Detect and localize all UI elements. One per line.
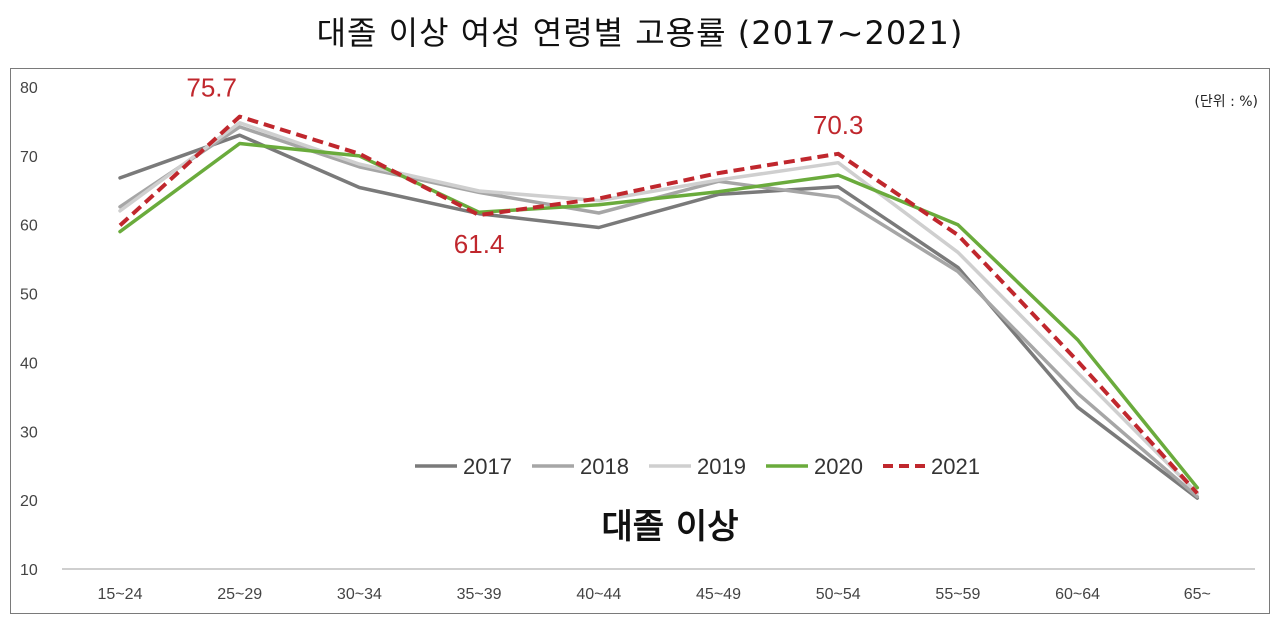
x-tick-label: 60~64 [1055, 586, 1100, 603]
data-label: 61.4 [454, 229, 505, 259]
series-line-2017 [118, 133, 1200, 500]
y-tick-label: 20 [20, 493, 38, 510]
x-tick-label: 50~54 [816, 586, 861, 603]
y-tick-label: 40 [20, 355, 38, 372]
y-axis: 10 20 30 40 50 60 70 80 [20, 80, 38, 579]
series-line-2021 [118, 114, 1199, 495]
legend: 2017 2018 2019 2020 2021 [415, 454, 980, 479]
x-tick-label: 65~ [1184, 586, 1211, 603]
series-line-2018 [118, 125, 1200, 499]
series-line-2019 [118, 121, 1200, 496]
x-tick-label: 55~59 [935, 586, 980, 603]
legend-label-2018: 2018 [580, 454, 629, 479]
y-tick-label: 80 [20, 80, 38, 97]
x-tick-label: 40~44 [576, 586, 621, 603]
y-tick-label: 10 [20, 562, 38, 579]
chart-frame [10, 68, 1270, 614]
x-tick-label: 45~49 [696, 586, 741, 603]
x-tick-label: 25~29 [217, 586, 262, 603]
series-line-2020 [118, 141, 1200, 490]
legend-label-2020: 2020 [814, 454, 863, 479]
data-label: 70.3 [813, 110, 864, 140]
unit-label: (단위 : %) [1194, 94, 1258, 110]
chart-subtitle: 대졸 이상 [602, 507, 739, 547]
data-label: 75.7 [186, 73, 237, 103]
legend-label-2017: 2017 [463, 454, 512, 479]
x-tick-label: 35~39 [457, 586, 502, 603]
annotations: 75.7 61.4 70.3 [186, 73, 863, 259]
legend-label-2019: 2019 [697, 454, 746, 479]
y-tick-label: 50 [20, 287, 38, 304]
x-tick-label: 15~24 [98, 586, 143, 603]
legend-label-2021: 2021 [931, 454, 980, 479]
chart-title: 대졸 이상 여성 연령별 고용률 (2017~2021) [316, 14, 964, 52]
y-tick-label: 60 [20, 218, 38, 235]
x-tick-label: 30~34 [337, 586, 382, 603]
y-tick-label: 30 [20, 424, 38, 441]
y-tick-label: 70 [20, 149, 38, 166]
series-lines [118, 114, 1200, 500]
x-axis: 15~24 25~29 30~34 35~39 40~44 45~49 50~54 55~59… [62, 568, 1255, 603]
